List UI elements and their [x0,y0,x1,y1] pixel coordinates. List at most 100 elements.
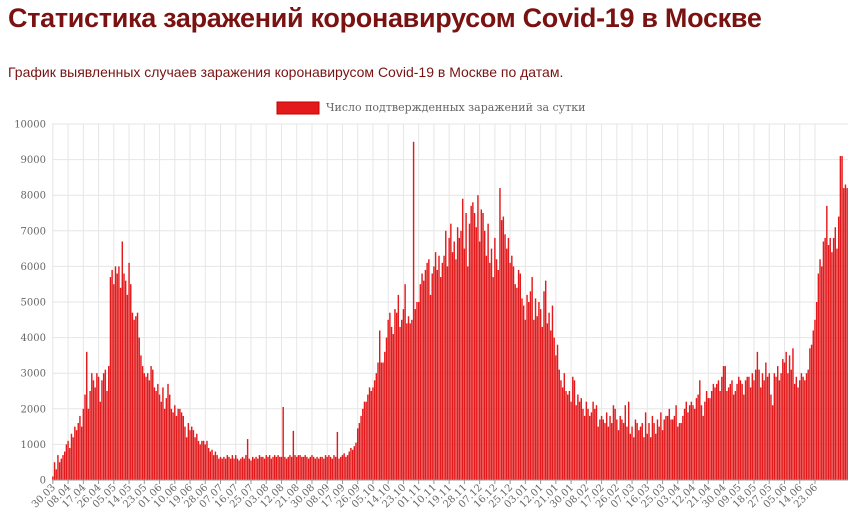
bar [104,369,107,480]
bar [373,380,376,480]
bar [753,380,755,480]
bar [304,455,306,480]
bar [387,319,389,480]
y-axis-ticks: 0 1000 2000 3000 4000 5000 6000 7000 8000 9000 100… [14,120,46,487]
bar [163,408,166,480]
bar [390,326,393,480]
bar [368,387,371,480]
y-tick-label: 2000 [21,404,46,415]
bar [460,230,462,480]
bar [70,433,73,480]
bar [302,456,305,480]
bar [429,294,432,480]
bar [468,223,471,480]
bar [524,319,527,480]
bar [143,373,146,480]
bar [597,426,599,480]
bar [224,458,227,480]
bar [82,408,85,480]
bar [202,440,205,480]
bar [121,241,124,480]
bar [602,419,604,480]
bar [785,351,787,480]
bar [273,455,276,480]
bar [109,277,112,480]
bar [780,373,782,480]
bar [694,408,696,480]
bar [494,237,496,480]
bar [456,227,459,480]
bar [695,398,698,480]
bar [721,376,723,480]
bar [372,387,374,480]
bar [500,220,503,480]
bar [113,284,115,480]
bar [265,455,267,480]
bar [707,398,709,480]
bar [568,391,571,480]
bar [158,394,161,480]
bar [411,319,413,480]
bar [370,391,372,480]
bar [99,401,101,480]
bar [795,376,798,480]
bar [214,451,217,480]
bar [748,376,750,480]
bar [367,394,369,480]
bar [275,456,278,480]
bar [461,198,464,480]
bar [353,446,356,480]
bar [333,455,335,480]
bar [318,458,320,480]
bar [724,366,726,480]
bar [279,456,281,480]
bar [243,458,245,480]
bar [834,227,837,480]
chart-legend[interactable]: Число подтвержденных заражений за сутки [276,101,585,115]
bar [287,456,289,480]
bar [277,455,279,480]
bar [621,419,623,480]
bar [309,456,311,480]
bar [538,302,540,480]
bar [670,419,672,480]
bar [331,458,334,480]
bar [177,408,179,480]
bar [299,455,301,480]
bar [284,456,286,480]
bar [438,255,440,480]
bar [587,408,589,480]
bar [324,455,327,480]
page-subtitle: График выявленных случаев заражения коро… [8,64,564,80]
bar [199,444,201,480]
bar [86,351,88,480]
y-tick-label: 8000 [21,191,46,202]
bar [446,266,449,480]
y-tick-label: 6000 [21,262,46,273]
bar [262,456,264,480]
bar [263,458,266,480]
y-tick-label: 3000 [21,369,46,380]
bar [704,401,706,480]
bar [804,380,806,480]
bar [229,458,232,480]
bar [395,312,398,480]
bar [758,369,760,480]
bar [362,408,364,480]
bar [580,398,582,480]
bar [72,437,74,480]
bar [843,188,845,480]
bar [507,237,510,480]
bar [197,440,200,480]
bar [636,423,638,480]
bar [365,401,367,480]
y-tick-label: 1000 [21,440,46,451]
bar [350,447,352,480]
bar [619,415,621,480]
bar [699,380,701,480]
bar [69,447,71,480]
bar [739,380,742,480]
bar [839,156,842,481]
bar [832,237,835,480]
bar [799,380,801,480]
